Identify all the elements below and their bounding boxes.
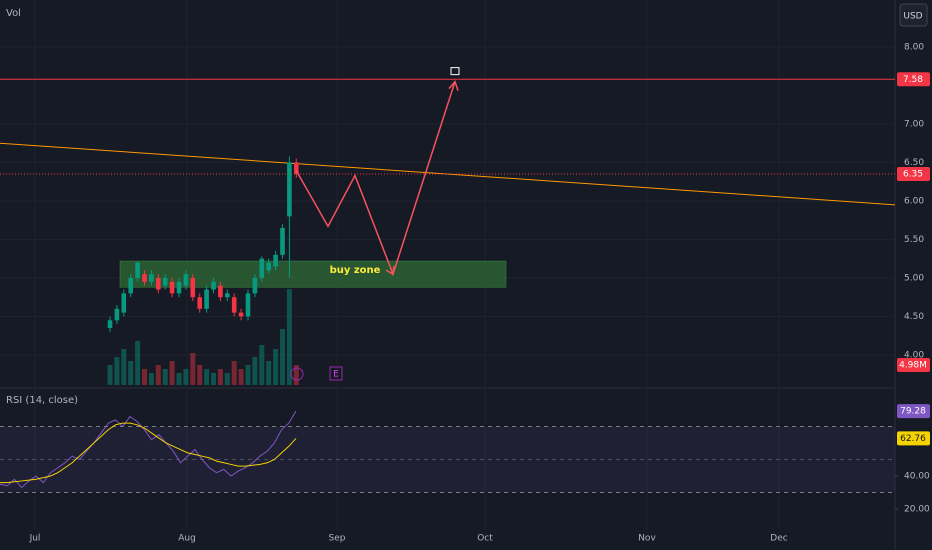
buy-zone-label: buy zone: [330, 265, 381, 276]
candle-body: [142, 274, 147, 282]
price-badge: [897, 72, 930, 87]
rsi-badge: [897, 404, 930, 419]
x-tick-label: Nov: [638, 534, 656, 544]
candle-body: [225, 293, 230, 298]
volume-bar: [176, 373, 182, 385]
volume-bar: [162, 369, 168, 385]
x-tick-label: Jul: [29, 534, 41, 544]
candle-body: [218, 285, 223, 298]
volume-bar: [252, 357, 258, 385]
candle-body: [183, 274, 189, 286]
candle-body: [128, 277, 133, 294]
volume-bar: [280, 329, 285, 385]
volume-bar: [245, 365, 251, 385]
candle-body: [266, 262, 271, 271]
y-tick-label: 4.50: [904, 312, 924, 322]
price-badge-label: 4.98M: [899, 361, 927, 371]
volume-bar: [224, 373, 230, 385]
candle-body: [197, 297, 202, 309]
y-tick-label: 5.50: [904, 235, 924, 245]
y-tick-label: 4.00: [904, 350, 924, 360]
candle-body: [162, 277, 168, 286]
candle-body: [231, 297, 237, 313]
volume-label: Vol: [6, 8, 21, 19]
volume-bar: [286, 289, 292, 385]
dividend-icon: [290, 367, 304, 381]
volume-bar: [142, 369, 147, 385]
rsi-badge-label: 79.28: [900, 407, 926, 417]
volume-bar: [211, 373, 216, 385]
candle-body: [204, 289, 209, 309]
earnings-box[interactable]: [329, 366, 343, 381]
volume-bar: [231, 361, 237, 385]
arrow-head: [385, 266, 395, 276]
y-tick-label: 8.00: [904, 42, 924, 52]
candle-body: [107, 320, 113, 329]
candle-body: [294, 162, 299, 175]
candle-body: [169, 281, 175, 294]
x-tick-label: Dec: [770, 534, 787, 544]
price-badge-label: 7.58: [903, 75, 923, 85]
candle-body: [121, 293, 127, 313]
earnings-marker: E: [333, 370, 339, 380]
y-tick-label: 7.00: [904, 119, 924, 129]
y-tick-label: 5.00: [904, 273, 924, 283]
price-badge: [897, 358, 930, 372]
volume-bar: [169, 361, 175, 385]
projection-path: [295, 81, 456, 277]
volume-bar: [217, 369, 223, 385]
rsi-line: [0, 410, 297, 489]
volume-bar: [107, 365, 113, 385]
price-badge-label: 6.35: [903, 170, 923, 180]
volume-bar: [259, 345, 265, 385]
rsi-tick-label: 40.00: [904, 471, 930, 481]
volume-bar: [135, 341, 141, 385]
y-tick-label: 6.50: [904, 158, 924, 168]
candle-body: [135, 262, 140, 278]
candle-body: [259, 258, 265, 278]
volume-bar: [114, 357, 120, 385]
currency-button[interactable]: [899, 3, 928, 27]
volume-bar: [197, 365, 203, 385]
candle-body: [211, 281, 216, 290]
candle-body: [252, 277, 258, 294]
candle-body: [273, 254, 278, 267]
candle-body: [280, 227, 285, 255]
candle-body: [176, 281, 182, 294]
volume-bar: [155, 365, 161, 385]
flag-icon: [450, 67, 460, 76]
candle-body: [156, 277, 161, 290]
volume-bar: [273, 349, 279, 385]
rsi-label: RSI (14, close): [6, 395, 78, 406]
candle-body: [245, 293, 251, 317]
rsi-ma-line: [0, 422, 297, 484]
volume-bar: [183, 369, 189, 385]
candle-body: [287, 162, 292, 217]
volume-bar: [204, 369, 210, 385]
y-tick-label: 6.00: [904, 196, 924, 206]
candle-body: [114, 308, 120, 321]
candle-body: [190, 277, 196, 298]
volume-bar: [190, 353, 196, 385]
rsi-tick-label: 20.00: [904, 504, 930, 514]
volume-bar: [148, 373, 154, 385]
price-badge: [897, 167, 930, 182]
volume-bar: [266, 361, 272, 385]
candle-body: [238, 312, 244, 317]
arrow-head: [448, 80, 459, 91]
volume-bar: [121, 349, 127, 385]
rsi-badge-label: 62.76: [900, 434, 926, 444]
x-tick-label: Aug: [178, 534, 196, 544]
rsi-badge: [897, 431, 930, 446]
volume-bar: [128, 361, 134, 385]
volume-bar: [238, 369, 244, 385]
x-tick-label: Oct: [477, 534, 493, 544]
volume-bar: [293, 365, 299, 385]
x-tick-label: Sep: [329, 534, 346, 544]
candle-body: [149, 274, 154, 282]
currency[interactable]: USD: [903, 12, 922, 22]
